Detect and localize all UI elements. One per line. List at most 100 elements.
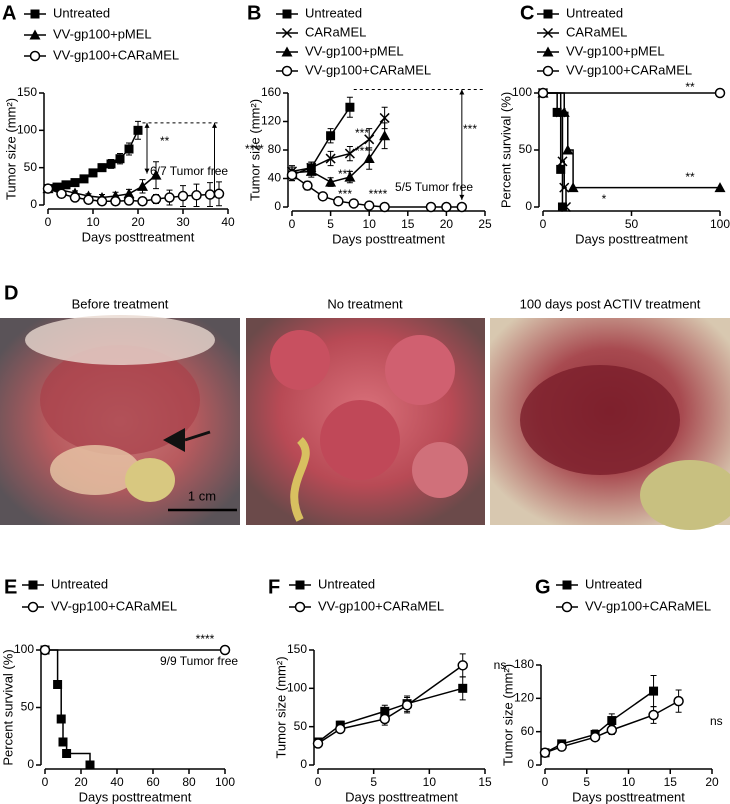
data-point <box>333 196 344 207</box>
x-tick-label: 15 <box>664 775 678 789</box>
annotation: *** <box>355 126 369 140</box>
data-point <box>302 180 313 191</box>
x-tick-label: 40 <box>221 215 235 229</box>
legend-label: Untreated <box>318 576 375 591</box>
data-point <box>379 201 390 213</box>
legend-label: VV-gp100+CARaMEL <box>566 62 692 77</box>
annotation: 9/9 Tumor free <box>160 654 238 668</box>
data-point <box>673 695 684 707</box>
x-tick-label: 20 <box>705 775 719 789</box>
legend-label: Untreated <box>51 576 108 591</box>
data-point <box>42 183 54 194</box>
data-point <box>204 189 216 200</box>
y-tick-label: 80 <box>268 142 282 156</box>
data-point <box>97 163 107 173</box>
data-point <box>124 144 134 154</box>
annotation: ns <box>494 658 507 672</box>
data-point <box>79 174 89 184</box>
data-point <box>110 196 121 207</box>
data-point <box>363 200 375 211</box>
y-tick-label: 150 <box>287 642 307 656</box>
annotation: * <box>602 192 607 206</box>
x-tick-label: 20 <box>131 215 145 229</box>
legend-label: VV-gp100+pMEL <box>53 26 152 41</box>
data-point <box>552 107 562 117</box>
photo-title: No treatment <box>327 296 403 311</box>
annotation: *** <box>338 187 352 201</box>
photo <box>246 318 485 525</box>
x-tick-label: 0 <box>289 217 296 231</box>
legend-label: VV-gp100+pMEL <box>566 43 665 58</box>
data-point <box>348 198 360 209</box>
y-tick-label: 0 <box>300 757 307 771</box>
data-point <box>96 196 108 207</box>
data-point <box>379 112 390 123</box>
legend-label: VV-gp100+pMEL <box>305 43 404 58</box>
x-tick-label: 20 <box>440 217 454 231</box>
data-point <box>123 188 135 199</box>
y-tick-label: 120 <box>261 114 281 128</box>
data-point <box>305 165 317 176</box>
photo-detail <box>125 458 175 502</box>
annotation: *** <box>338 167 352 181</box>
data-point <box>133 125 143 135</box>
x-tick-label: 50 <box>625 217 639 231</box>
x-tick-label: 60 <box>146 775 160 789</box>
y-axis-label: Percent survival (%) <box>0 649 15 765</box>
data-point <box>286 169 298 181</box>
photo-detail <box>520 365 680 475</box>
photo-detail <box>270 330 330 390</box>
y-tick-label: 50 <box>21 700 35 714</box>
annotation: ** <box>685 80 695 94</box>
x-tick-label: 0 <box>542 775 549 789</box>
annotation: ** <box>685 170 695 184</box>
data-point <box>115 154 125 164</box>
arrow <box>163 428 185 452</box>
data-point <box>606 724 618 736</box>
y-axis-label: Percent survival (%) <box>498 92 513 208</box>
legend-label: VV-gp100+CARaMEL <box>585 598 711 613</box>
x-tick-label: 0 <box>42 775 49 789</box>
y-tick-label: 0 <box>274 199 281 213</box>
annotation: 6/7 Tumor free <box>150 164 228 178</box>
data-point <box>562 144 574 155</box>
x-tick-label: 10 <box>622 775 636 789</box>
panel-label: D <box>4 282 18 304</box>
data-point <box>70 178 80 188</box>
photo-detail <box>412 442 468 498</box>
x-axis-label: Days posttreatment <box>332 231 445 246</box>
data-point <box>607 716 617 726</box>
series-line <box>291 106 351 176</box>
legend-marker <box>27 601 39 613</box>
data-point <box>559 182 570 193</box>
data-point <box>69 192 81 203</box>
y-tick-label: 50 <box>294 719 308 733</box>
legend-marker <box>543 9 553 19</box>
y-tick-label: 0 <box>30 197 37 211</box>
photo-detail <box>40 345 200 455</box>
y-axis-label: Tumor size (mm²) <box>273 656 288 758</box>
legend-label: Untreated <box>585 576 642 591</box>
legend-marker <box>28 580 38 590</box>
legend-marker <box>281 46 293 57</box>
legend-marker <box>542 27 554 39</box>
legend-marker <box>542 46 554 57</box>
x-tick-label: 40 <box>110 775 124 789</box>
y-tick-label: 40 <box>268 171 282 185</box>
data-point <box>219 644 231 656</box>
legend-label: CARaMEL <box>305 24 366 39</box>
data-point <box>556 164 566 174</box>
y-tick-label: 120 <box>514 691 534 705</box>
legend-marker <box>562 580 572 590</box>
x-tick-label: 30 <box>176 215 190 229</box>
data-point <box>164 192 175 203</box>
legend-marker <box>30 9 40 19</box>
x-tick-label: 0 <box>540 217 547 231</box>
annotation: **** <box>369 187 388 201</box>
data-point <box>649 686 659 696</box>
x-tick-label: 5 <box>370 775 377 789</box>
scale-label: 1 cm <box>188 488 216 503</box>
data-point <box>441 201 452 213</box>
x-axis-label: Days posttreatment <box>575 231 688 246</box>
